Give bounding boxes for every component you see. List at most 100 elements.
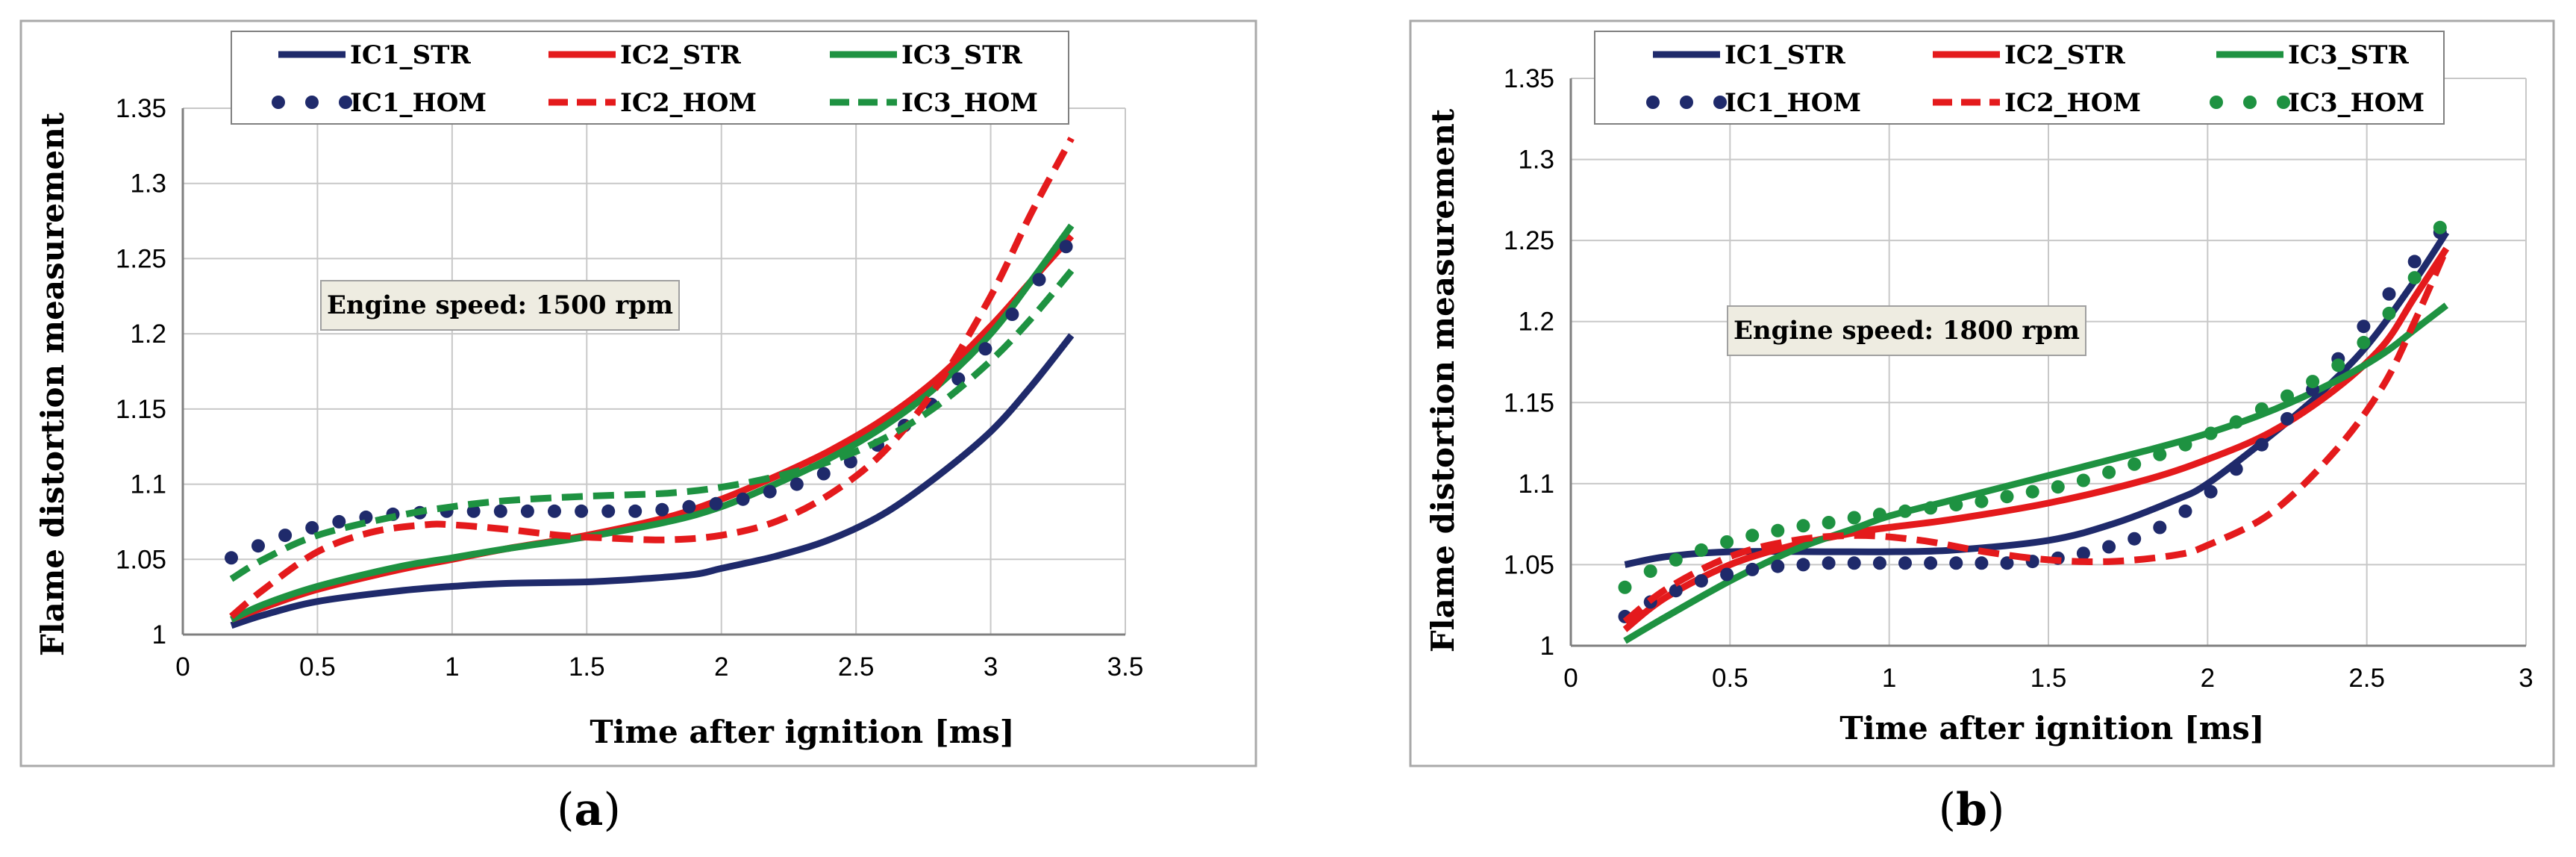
panel-b-series-ic3-hom-point [1796, 519, 1810, 533]
panel-b-legend-ic3-hom-marker [2210, 96, 2223, 109]
panel-b-series-ic3-hom-point [1618, 580, 1632, 594]
panel-a-x-tick-label: 1 [445, 652, 459, 682]
panel-a-y-tick-label: 1.1 [130, 470, 166, 499]
panel-a-series-ic1-hom-point [655, 502, 669, 517]
panel-b-caption: (b) [1939, 784, 2005, 836]
panel-b-series-ic1-hom-point [1720, 567, 1734, 582]
panel-b-series-ic3-hom-point [1669, 552, 1683, 567]
panel-a-y-tick-label: 1.2 [130, 320, 166, 349]
panel-b-series-ic3-hom-point [2076, 473, 2090, 487]
panel-b-y-tick-label: 1.25 [1504, 226, 1554, 255]
panel-b-series-ic3-hom-point [1847, 511, 1861, 525]
panel-b-legend-ic2-str: IC2_STR [1933, 40, 2125, 70]
panel-b-legend-ic3-str-label: IC3_STR [2288, 40, 2409, 70]
panel-a-legend-ic3-hom-label: IC3_HOM [901, 88, 1038, 118]
panel-a-series-ic1-hom-point [332, 514, 346, 529]
panel-a-legend-ic1-hom-marker [305, 96, 319, 109]
panel-b-series-ic3-hom-point [2000, 490, 2014, 504]
panel-b-series-ic3-hom-point [2254, 402, 2269, 416]
panel-a-series-ic1-hom-point [682, 499, 696, 514]
panel-a-legend-ic2-hom: IC2_HOM [548, 88, 757, 118]
panel-b-x-label: Time after ignition [ms] [1839, 710, 2264, 747]
panel-b-series-ic1-hom-point [2382, 287, 2396, 301]
panel-b-y-tick-label: 1.3 [1518, 146, 1554, 175]
panel-a-series-ic2-hom [229, 137, 1075, 620]
panel-a-series-ic3-hom [229, 268, 1075, 582]
panel-b-frame [1409, 19, 2555, 767]
panel-b-series-ic3-hom-point [1694, 543, 1708, 557]
panel-b-series-ic3-hom-point [1872, 508, 1886, 522]
panel-b-series-ic3-hom-point [1975, 494, 1989, 508]
panel-b-series-ic1-hom-point [1822, 556, 1836, 570]
panel-a-x-tick-label: 0.5 [299, 652, 336, 682]
panel-b-annotation-box [1727, 305, 2086, 356]
panel-b-x-tick-label: 1 [1882, 664, 1896, 693]
panel-b-series-ic1-hom-point [1847, 556, 1861, 570]
panel-b-series-ic3-hom-point [1949, 498, 1963, 512]
panel-a-x-tick-label: 3 [984, 652, 998, 682]
panel-a-y-tick-label: 1.05 [116, 545, 166, 574]
panel-b-legend-ic2-hom: IC2_HOM [1933, 88, 2141, 118]
panel-a-legend-ic1-hom-label: IC1_HOM [350, 88, 487, 118]
panel-b-x-tick-label: 1.5 [2031, 664, 2067, 693]
panel-b-annotation: Engine speed: 1800 rpm [1727, 305, 2086, 356]
panel-b-series-ic3-hom-point [2306, 375, 2320, 389]
panel-a-legend-ic1-hom-marker [272, 96, 285, 109]
panel-b-y-tick-label: 1.2 [1518, 308, 1554, 337]
panel-b-series-ic1-hom-point [1669, 584, 1683, 598]
panel-b-series-ic3-hom-point [2357, 335, 2371, 349]
panel-a-legend-ic2-str: IC2_STR [548, 40, 741, 70]
panel-b-series-ic1-hom-point [2229, 462, 2243, 476]
panel-b-legend-ic1-hom-marker [1680, 96, 1693, 109]
panel-b-series-ic1-hom-point [1898, 556, 1912, 570]
panel-b-series-ic1-hom-point [1771, 559, 1785, 573]
panel-b-series-ic3-hom-point [1924, 501, 1938, 515]
panel-b-y-label: Flame distortion measurement [1425, 108, 1461, 652]
panel-a: 0 0.5 1 1.5 2 2.5 3 3.5 1 1.05 1.1 1.15 1.2 1.25 1.3 1.… [19, 19, 1257, 767]
panel-b-series-ic1-hom-point [2000, 556, 2014, 570]
panel-a-x-tick-label: 0 [175, 652, 190, 682]
panel-b-series-ic3-hom-point [2280, 389, 2294, 403]
panel-a-y-tick-label: 1.3 [130, 169, 166, 199]
panel-b-series-ic1-hom-point [2204, 484, 2218, 499]
panel-b-x-tick-label: 2.5 [2348, 664, 2385, 693]
panel-b-x-tick-label: 0.5 [1712, 664, 1748, 693]
panel-b-y-tick-label: 1.05 [1504, 550, 1554, 579]
panel-b-series-ic1-hom-point [2254, 437, 2269, 452]
panel-a-series-ic1-hom-point [601, 504, 616, 518]
panel-a-annotation-text: Engine speed: 1500 rpm [327, 290, 673, 320]
panel-a-series-ic1-hom-point [251, 539, 265, 553]
panel-b-series-ic1-hom-point [1975, 556, 1989, 570]
panel-b-series-ic1-hom-point [2076, 546, 2090, 561]
panel-b-series-ic1-hom-point [2102, 540, 2116, 554]
panel-a-series-ic1-hom-point [709, 496, 723, 511]
panel-b-series-ic3-hom-point [2407, 271, 2422, 285]
panel-a-y-tick-label: 1 [152, 620, 166, 649]
panel-b-legend-ic3-hom: IC3_HOM [2210, 88, 2425, 118]
panel-b-series-ic1-hom-point [1745, 562, 1760, 576]
panel-b-series-ic3-hom-point [1643, 564, 1657, 579]
panel-b-series-ic3-hom-point [2433, 220, 2447, 234]
panel-b-legend-ic3-hom-label: IC3_HOM [2288, 88, 2425, 118]
panel-b-series-ic3-hom-point [2382, 306, 2396, 320]
panel-a-series-ic1-hom-point [466, 504, 481, 518]
panel-a-frame [19, 19, 1257, 767]
panel-b-legend-ic1-hom: IC1_HOM [1646, 88, 1861, 118]
panel-b: 0 0.5 1 1.5 2 2.5 311.051.11.151.21.251.31.35 … [1409, 19, 2555, 767]
panel-b-x-tick-label: 0 [1563, 664, 1578, 693]
panel-a-y-tick-label: 1.15 [116, 395, 166, 424]
panel-b-y-tick-label: 1 [1540, 632, 1554, 661]
panel-b-series-ic1-hom-point [2407, 255, 2422, 269]
panel-b-y-tick-label: 1.15 [1504, 388, 1554, 417]
panel-a-x-tick-label: 2 [714, 652, 728, 682]
panel-a-series-ic1-hom-point [628, 504, 643, 518]
panel-b-series-ic3-hom-point [2229, 415, 2243, 429]
panel-b-legend-ic2-str-label: IC2_STR [2004, 40, 2125, 70]
panel-a-x-label: Time after ignition [ms] [590, 714, 1014, 750]
panel-a-series-ic1-hom-point [278, 529, 293, 543]
panel-b-plot: 0 0.5 1 1.5 2 2.5 3 1 1.05 1.1 1.15 1.2 1.25 1.3 1.35 [1504, 64, 2533, 693]
panel-b-legend-items: IC1_STR IC2_STR IC3_STR IC1_HOM IC2_HOM IC3_H… [1646, 40, 2425, 118]
panel-b-legend-ic3-hom-marker [2243, 96, 2257, 109]
panel-a-series-ic1-hom-point [978, 342, 992, 356]
